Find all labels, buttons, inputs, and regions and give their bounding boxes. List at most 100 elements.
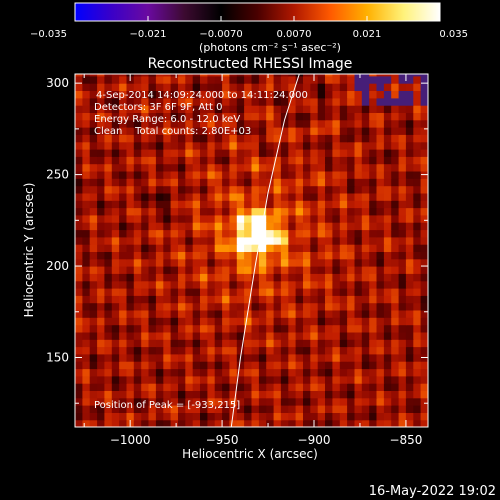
annotation-block: 4-Sep-2014 14:09:24.000 to 14:11:24.000 …: [94, 90, 308, 137]
heatmap-cell: [200, 375, 208, 384]
heatmap-cell: [258, 90, 267, 99]
heatmap-cell: [413, 266, 422, 274]
heatmap-cell: [288, 361, 297, 370]
heatmap-cell: [295, 368, 304, 377]
heatmap-cell: [119, 214, 128, 223]
heatmap-cell: [273, 419, 282, 427]
heatmap-cell: [192, 185, 201, 194]
heatmap-cell: [192, 258, 201, 267]
heatmap-cell: [413, 229, 422, 238]
heatmap-cell: [376, 273, 385, 282]
heatmap-cell: [89, 324, 98, 333]
heatmap-cell: [310, 390, 319, 399]
heatmap-cell: [391, 156, 400, 165]
heatmap-cell: [288, 134, 297, 143]
heatmap-cell: [383, 170, 392, 179]
heatmap-cell: [251, 244, 260, 252]
heatmap-cell: [229, 353, 238, 362]
heatmap-cell: [75, 295, 83, 304]
heatmap-cell: [185, 74, 194, 77]
heatmap-cell: [200, 288, 208, 296]
heatmap-cell: [273, 361, 282, 370]
heatmap-cell: [97, 178, 106, 187]
heatmap-cell: [288, 258, 297, 267]
heatmap-cell: [111, 324, 120, 333]
heatmap-cell: [141, 105, 150, 113]
heatmap-cell: [332, 280, 341, 289]
heatmap-cell: [111, 251, 120, 260]
heatmap-cell: [163, 75, 172, 84]
heatmap-cell: [295, 288, 304, 296]
heatmap-cell: [391, 331, 400, 340]
heatmap-cell: [97, 229, 106, 238]
heatmap-cell: [178, 141, 186, 150]
heatmap-cell: [347, 244, 356, 252]
heatmap-cell: [376, 375, 385, 384]
heatmap-cell: [413, 207, 422, 216]
heatmap-cell: [398, 170, 407, 179]
heatmap-cell: [155, 419, 164, 427]
heatmap-cell: [280, 361, 289, 370]
heatmap-cell: [244, 119, 253, 128]
heatmap-cell: [339, 397, 348, 406]
heatmap-cell: [251, 141, 260, 150]
heatmap-cell: [89, 83, 98, 91]
heatmap-cell: [280, 295, 289, 304]
heatmap-cell: [236, 368, 245, 377]
heatmap-cell: [405, 288, 414, 296]
heatmap-cell: [325, 280, 333, 289]
heatmap-cell: [133, 156, 142, 165]
heatmap-cell: [317, 105, 326, 113]
heatmap-cell: [332, 163, 341, 172]
heatmap-cell: [170, 119, 179, 128]
heatmap-cell: [75, 105, 83, 113]
heatmap-cell: [222, 419, 231, 427]
heatmap-cell: [119, 273, 128, 282]
heatmap-cell: [398, 419, 407, 427]
heatmap-cell: [347, 273, 356, 282]
heatmap-cell: [82, 405, 91, 413]
heatmap-cell: [325, 222, 333, 231]
heatmap-cell: [332, 244, 341, 252]
heatmap-cell: [126, 361, 135, 370]
heatmap-cell: [207, 112, 216, 121]
heatmap-cell: [170, 309, 179, 318]
heatmap-cell: [141, 419, 150, 427]
heatmap-cell: [207, 390, 216, 399]
heatmap-cell: [82, 339, 91, 348]
heatmap-cell: [303, 419, 311, 427]
heatmap-cell: [82, 295, 91, 304]
heatmap-cell: [420, 375, 428, 384]
heatmap-cell: [214, 170, 223, 179]
heatmap-cell: [266, 397, 275, 406]
heatmap-cell: [405, 119, 414, 128]
heatmap-cell: [420, 280, 428, 289]
heatmap-cell: [332, 405, 341, 413]
heatmap-cell: [222, 309, 231, 318]
heatmap-cell: [133, 90, 142, 99]
heatmap-cell: [339, 214, 348, 223]
heatmap-cell: [111, 119, 120, 128]
heatmap-cell: [82, 119, 91, 128]
heatmap-cell: [170, 339, 179, 348]
heatmap-cell: [280, 419, 289, 427]
heatmap-cell: [339, 170, 348, 179]
heatmap-cell: [273, 97, 282, 106]
heatmap-cell: [192, 405, 201, 413]
heatmap-cell: [295, 134, 304, 143]
heatmap-cell: [413, 412, 422, 421]
heatmap-cell: [178, 170, 186, 179]
colorbar-units: (photons cm⁻² s⁻¹ asec⁻²): [199, 41, 341, 54]
heatmap-cell: [420, 258, 428, 267]
heatmap-cell: [347, 192, 356, 201]
heatmap-cell: [141, 75, 150, 84]
heatmap-cell: [244, 412, 253, 421]
heatmap-cell: [222, 134, 231, 143]
heatmap-cell: [244, 74, 253, 77]
heatmap-cell: [229, 397, 238, 406]
heatmap-cell: [361, 229, 370, 238]
heatmap-cell: [332, 229, 341, 238]
heatmap-cell: [398, 112, 407, 121]
heatmap-cell: [236, 75, 245, 84]
heatmap-cell: [178, 324, 186, 333]
